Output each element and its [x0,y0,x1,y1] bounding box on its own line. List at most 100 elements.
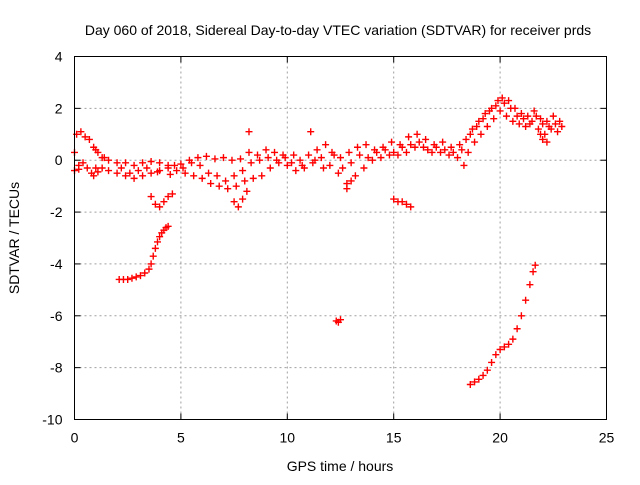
y-tick-label: -8 [50,360,63,376]
data-point [390,195,398,203]
data-point [402,148,410,156]
data-point [100,154,108,162]
data-point [128,274,136,282]
data-point [354,143,362,151]
data-point [437,148,445,156]
data-point [432,143,440,151]
data-point [322,141,330,149]
y-tick-label: 4 [55,49,63,65]
data-point [181,169,189,177]
data-point [126,169,134,177]
data-point [151,244,159,252]
data-point [151,200,159,208]
data-point [236,155,244,163]
data-point [496,345,504,353]
data-point [132,273,140,281]
data-point [394,151,402,159]
data-point [147,260,155,268]
data-point [537,130,545,138]
data-point [149,252,157,260]
data-point [196,161,204,169]
data-point [500,343,508,351]
data-point [447,143,455,151]
data-point [130,161,138,169]
data-point [520,115,528,123]
data-point [264,154,272,162]
data-point [522,123,530,131]
data-point [388,138,396,146]
data-point [422,135,430,143]
data-point [139,172,147,180]
data-point [85,135,93,143]
data-point [311,156,319,164]
data-point [502,112,510,120]
data-point [337,154,344,162]
data-point [122,159,130,167]
data-point [234,203,242,211]
data-point [177,160,185,168]
chart-title: Day 060 of 2018, Sidereal Day-to-day VTE… [85,22,591,38]
data-point [292,167,300,175]
data-point [232,182,240,190]
data-point [215,182,223,190]
data-point [532,112,540,120]
data-point [347,177,355,185]
data-point [113,159,121,167]
data-point [147,169,155,177]
x-tick-label: 20 [492,430,508,446]
data-point [483,366,491,374]
data-point [228,156,236,164]
data-point [356,151,364,159]
x-tick-label: 15 [386,430,402,446]
data-point [454,154,462,162]
data-point [105,156,113,164]
data-point [298,161,306,169]
data-point [449,148,457,156]
data-point [258,172,266,180]
data-point [545,123,553,131]
data-point [481,110,489,118]
y-tick-label: -2 [50,204,63,220]
data-point [266,164,274,172]
data-point [145,265,153,273]
data-point [222,177,230,185]
data-point [441,146,449,154]
data-point [485,107,493,115]
y-tick-label: -4 [50,256,63,272]
data-point [483,123,491,131]
data-point [473,123,481,131]
data-point [537,115,545,123]
data-point [402,200,410,208]
data-point [249,174,257,182]
data-point [411,143,419,151]
data-point [445,151,453,159]
points-layer [71,94,566,388]
data-point [81,133,89,141]
data-point [205,169,213,177]
data-point [413,130,421,138]
data-point [239,195,247,203]
data-point [405,133,413,141]
data-point [488,358,496,366]
data-point [139,159,147,167]
data-point [219,154,227,162]
data-point [385,151,393,159]
data-point [164,164,172,172]
data-point [230,172,238,180]
data-point [156,203,164,211]
series-isolated-cluster [332,316,344,326]
data-point [198,174,206,182]
data-point [530,107,538,115]
data-point [479,115,487,123]
data-point [556,117,564,125]
data-point [317,154,325,162]
data-point [462,135,470,143]
data-point [500,99,508,107]
data-point [529,268,537,276]
data-point [419,143,427,151]
grid-layer [74,56,607,420]
data-point [202,152,210,160]
data-point [256,156,264,164]
data-point [122,172,130,180]
